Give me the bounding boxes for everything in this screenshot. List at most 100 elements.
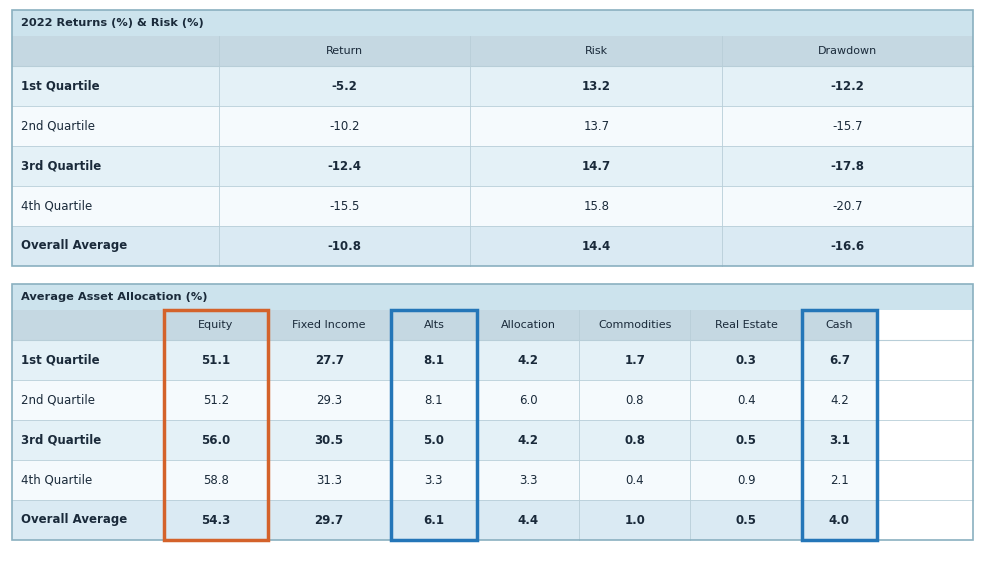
Text: Equity: Equity — [198, 320, 233, 330]
Bar — [722, 186, 973, 226]
Bar — [477, 380, 579, 420]
Text: 30.5: 30.5 — [314, 434, 344, 447]
Bar — [471, 186, 722, 226]
Text: 1.7: 1.7 — [624, 354, 645, 366]
Bar — [164, 310, 268, 340]
Text: Drawdown: Drawdown — [818, 46, 878, 56]
Text: 13.7: 13.7 — [583, 120, 610, 132]
Bar — [12, 10, 973, 36]
Text: 14.7: 14.7 — [582, 159, 611, 172]
Text: 8.1: 8.1 — [425, 393, 443, 407]
Bar — [690, 500, 802, 540]
Bar — [690, 340, 802, 380]
Text: -10.2: -10.2 — [329, 120, 360, 132]
Bar — [471, 36, 722, 66]
Bar — [690, 460, 802, 500]
Text: -12.4: -12.4 — [327, 159, 361, 172]
Bar — [722, 146, 973, 186]
Bar — [219, 146, 471, 186]
Bar — [268, 420, 391, 460]
Text: 2nd Quartile: 2nd Quartile — [21, 393, 95, 407]
Bar — [219, 106, 471, 146]
Bar — [219, 186, 471, 226]
Bar — [802, 340, 877, 380]
Text: 0.4: 0.4 — [625, 473, 644, 486]
Bar — [12, 36, 219, 66]
Bar — [164, 460, 268, 500]
Text: 3.3: 3.3 — [519, 473, 537, 486]
Bar — [722, 36, 973, 66]
Bar — [802, 420, 877, 460]
Text: 3rd Quartile: 3rd Quartile — [21, 159, 101, 172]
Bar — [268, 340, 391, 380]
Bar — [802, 310, 877, 340]
Text: 29.3: 29.3 — [316, 393, 342, 407]
Bar — [268, 310, 391, 340]
Bar — [391, 460, 477, 500]
Text: 4.2: 4.2 — [830, 393, 849, 407]
Text: 0.3: 0.3 — [736, 354, 756, 366]
Text: 56.0: 56.0 — [201, 434, 230, 447]
Bar — [164, 380, 268, 420]
Bar — [579, 460, 690, 500]
Bar — [579, 420, 690, 460]
Text: -15.5: -15.5 — [329, 200, 360, 213]
Text: 14.4: 14.4 — [582, 240, 611, 252]
Bar — [12, 460, 164, 500]
Text: 0.5: 0.5 — [736, 434, 756, 447]
Bar — [268, 460, 391, 500]
Bar — [802, 500, 877, 540]
Text: 6.1: 6.1 — [424, 513, 444, 527]
Text: 4th Quartile: 4th Quartile — [21, 200, 93, 213]
Bar — [12, 340, 164, 380]
Text: 1.0: 1.0 — [624, 513, 645, 527]
Text: -12.2: -12.2 — [830, 79, 865, 93]
Bar — [802, 380, 877, 420]
Text: Real Estate: Real Estate — [715, 320, 777, 330]
Text: 4.4: 4.4 — [517, 513, 539, 527]
Bar — [268, 500, 391, 540]
Text: Commodities: Commodities — [598, 320, 672, 330]
Bar — [12, 66, 219, 106]
Text: 58.8: 58.8 — [203, 473, 229, 486]
Text: 1st Quartile: 1st Quartile — [21, 354, 99, 366]
Bar — [391, 500, 477, 540]
Text: -16.6: -16.6 — [830, 240, 865, 252]
Text: 6.7: 6.7 — [829, 354, 850, 366]
Bar — [579, 340, 690, 380]
Text: 0.8: 0.8 — [624, 434, 645, 447]
Bar — [12, 226, 219, 266]
Text: Overall Average: Overall Average — [21, 513, 127, 527]
Text: 1st Quartile: 1st Quartile — [21, 79, 99, 93]
Bar — [219, 66, 471, 106]
Text: -20.7: -20.7 — [832, 200, 863, 213]
Text: 8.1: 8.1 — [424, 354, 444, 366]
Bar — [12, 186, 219, 226]
Bar — [391, 310, 477, 540]
Text: 31.3: 31.3 — [316, 473, 342, 486]
Text: 29.7: 29.7 — [314, 513, 344, 527]
Text: 51.2: 51.2 — [203, 393, 229, 407]
Bar — [477, 420, 579, 460]
Bar — [722, 106, 973, 146]
Text: Risk: Risk — [585, 46, 608, 56]
Bar — [579, 380, 690, 420]
Bar — [12, 420, 164, 460]
Text: Alts: Alts — [424, 320, 444, 330]
Text: 4.0: 4.0 — [829, 513, 850, 527]
Text: 6.0: 6.0 — [519, 393, 538, 407]
Text: 4.2: 4.2 — [517, 434, 539, 447]
Text: 3.3: 3.3 — [425, 473, 443, 486]
Text: Return: Return — [326, 46, 363, 56]
Text: 51.1: 51.1 — [201, 354, 230, 366]
Text: Cash: Cash — [825, 320, 853, 330]
Bar — [477, 340, 579, 380]
Bar — [12, 10, 973, 266]
Bar — [802, 460, 877, 500]
Text: 0.8: 0.8 — [625, 393, 644, 407]
Bar — [268, 380, 391, 420]
Bar — [579, 500, 690, 540]
Bar — [391, 420, 477, 460]
Bar — [802, 310, 877, 540]
Bar — [164, 500, 268, 540]
